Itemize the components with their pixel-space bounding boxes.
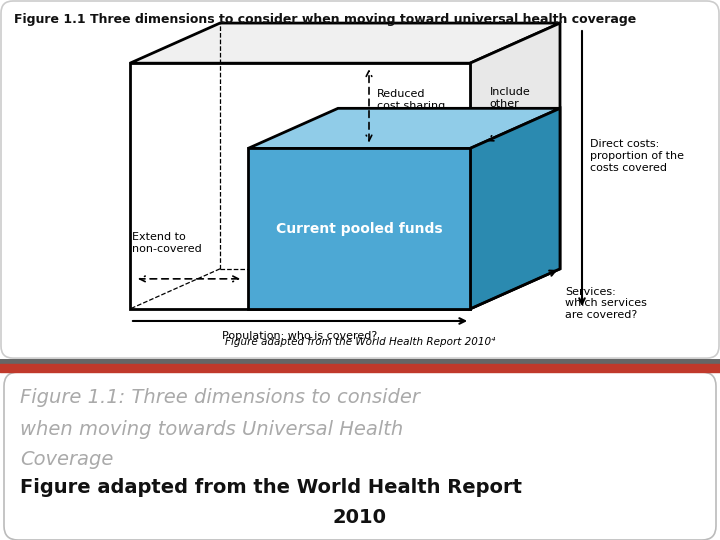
Text: Figure adapted from the World Health Report: Figure adapted from the World Health Rep…: [20, 478, 522, 497]
Text: 2010: 2010: [333, 508, 387, 527]
Text: when moving towards Universal Health: when moving towards Universal Health: [20, 420, 403, 439]
Polygon shape: [130, 63, 470, 309]
FancyBboxPatch shape: [4, 372, 716, 540]
Text: Direct costs:
proportion of the
costs covered: Direct costs: proportion of the costs co…: [590, 139, 684, 173]
Text: Figure 1.1: Three dimensions to consider: Figure 1.1: Three dimensions to consider: [20, 388, 420, 407]
Polygon shape: [130, 23, 560, 63]
Text: Population: who is covered?: Population: who is covered?: [222, 331, 377, 341]
Polygon shape: [248, 148, 470, 309]
Text: Current pooled funds: Current pooled funds: [276, 222, 442, 235]
Polygon shape: [470, 109, 560, 309]
Text: Figure adapted from the World Health Report 2010⁴: Figure adapted from the World Health Rep…: [225, 337, 495, 347]
Text: Reduced
cost sharing
and fees: Reduced cost sharing and fees: [377, 89, 445, 123]
Polygon shape: [248, 109, 560, 148]
Text: Services:
which services
are covered?: Services: which services are covered?: [565, 287, 647, 320]
Polygon shape: [470, 23, 560, 309]
Text: Figure 1.1 Three dimensions to consider when moving toward universal health cove: Figure 1.1 Three dimensions to consider …: [14, 13, 636, 26]
Text: Include
other
services: Include other services: [490, 87, 535, 120]
FancyBboxPatch shape: [1, 1, 719, 358]
Text: Extend to
non-covered: Extend to non-covered: [132, 232, 202, 254]
Text: Coverage: Coverage: [20, 450, 113, 469]
